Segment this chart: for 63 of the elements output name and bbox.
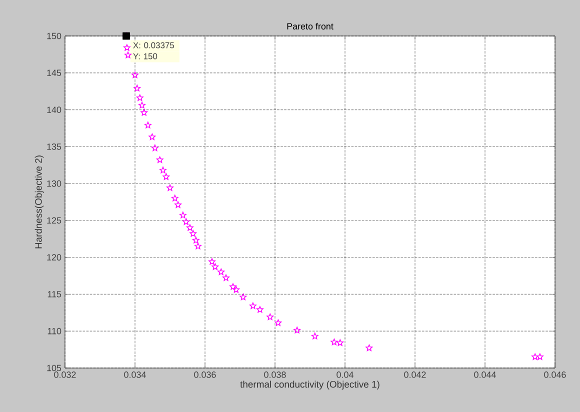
point bbox=[156, 156, 164, 163]
x-tick-label: 0.046 bbox=[544, 372, 566, 378]
y-tick-label: 110 bbox=[48, 328, 62, 334]
x-tick-label: 0.034 bbox=[124, 372, 146, 378]
x-axis-title: thermal conductivity (Objective 1) bbox=[240, 380, 380, 390]
point bbox=[294, 326, 300, 334]
point bbox=[152, 144, 158, 152]
point bbox=[222, 274, 230, 281]
point bbox=[311, 332, 318, 340]
point bbox=[134, 84, 141, 92]
chart-title: Pareto front bbox=[287, 22, 334, 30]
point bbox=[336, 339, 344, 346]
point bbox=[366, 344, 373, 352]
x-tick-label: 0.04 bbox=[336, 372, 354, 378]
point bbox=[138, 102, 146, 108]
point bbox=[190, 230, 197, 237]
point bbox=[194, 242, 202, 250]
point bbox=[250, 302, 256, 310]
y-tick-label: 140 bbox=[47, 106, 62, 113]
y-tick-label: 150 bbox=[47, 32, 62, 40]
point bbox=[212, 263, 219, 270]
y-tick-label: 120 bbox=[47, 254, 62, 261]
point bbox=[148, 133, 156, 140]
point bbox=[232, 286, 240, 293]
point bbox=[180, 212, 186, 218]
point bbox=[330, 338, 338, 346]
annotation: X: 0.03375 bbox=[133, 42, 174, 48]
y-tick-label: 145 bbox=[47, 70, 62, 76]
x-tick-label: 0.036 bbox=[194, 372, 216, 378]
point bbox=[166, 184, 174, 191]
y-tick-label: 125 bbox=[47, 217, 62, 224]
point bbox=[186, 224, 194, 231]
point bbox=[124, 44, 130, 51]
point bbox=[192, 236, 200, 244]
x-tick-label: 0.044 bbox=[474, 372, 496, 378]
point bbox=[218, 268, 225, 276]
point bbox=[162, 173, 170, 180]
y-tick-label: 135 bbox=[47, 143, 62, 150]
point bbox=[171, 194, 178, 202]
point bbox=[136, 94, 144, 101]
point bbox=[256, 306, 264, 313]
point bbox=[124, 52, 132, 58]
point bbox=[140, 109, 148, 116]
y-tick-label: 105 bbox=[47, 364, 62, 372]
y-tick-label: 130 bbox=[47, 180, 62, 187]
point bbox=[230, 283, 236, 290]
y-axis-title: Hardness(Objective 2) bbox=[34, 156, 44, 248]
annotation: Y: 150 bbox=[133, 53, 158, 60]
x-tick-label: 0.038 bbox=[264, 372, 286, 378]
point bbox=[266, 313, 274, 320]
y-tick-label: 115 bbox=[48, 291, 62, 298]
point bbox=[174, 201, 182, 208]
point bbox=[240, 294, 247, 300]
point bbox=[182, 218, 190, 225]
point bbox=[144, 122, 152, 128]
point bbox=[132, 72, 138, 78]
point bbox=[208, 258, 216, 265]
point bbox=[274, 319, 282, 326]
point bbox=[536, 353, 544, 360]
point bbox=[160, 166, 166, 174]
point bbox=[532, 353, 538, 360]
x-tick-label: 0.032 bbox=[54, 372, 76, 378]
x-tick-label: 0.042 bbox=[404, 372, 426, 378]
